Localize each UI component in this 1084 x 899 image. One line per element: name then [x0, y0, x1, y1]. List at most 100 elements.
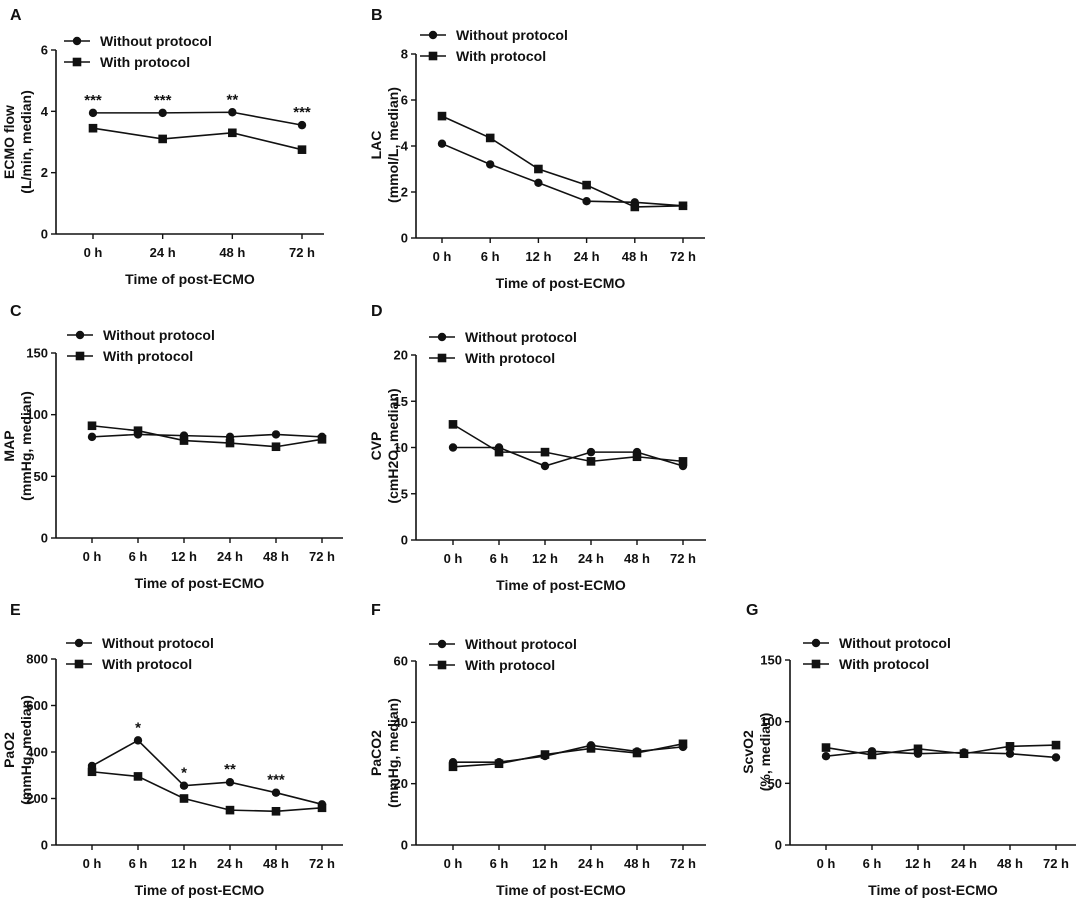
series-line-with-protocol — [441, 115, 684, 208]
x-axis-title: Time of post-ECMO — [125, 271, 255, 287]
y-tick-label: 150 — [26, 346, 48, 361]
y-tick-label: 0 — [41, 227, 48, 242]
data-point-with-protocol — [540, 447, 550, 457]
x-axis-title: Time of post-ECMO — [496, 577, 626, 593]
y-axis-title: PaO2 — [1, 732, 17, 768]
legend: Without protocol With protocol — [66, 635, 214, 672]
x-tick-label: 24 h — [217, 549, 243, 564]
legend: Without protocol With protocol — [803, 635, 951, 672]
x-axis-title: Time of post-ECMO — [135, 882, 265, 898]
data-point-without-protocol — [179, 781, 189, 790]
data-point-with-protocol — [678, 201, 688, 211]
panel-e: E 0 200 400 600 800 0 h 6 h 12 h 24 h 48 h 72 h Time… — [1, 602, 343, 898]
data-point-without-protocol — [821, 752, 831, 761]
legend-label-with-protocol: With protocol — [465, 657, 555, 673]
y-axis-title: ScvO2 — [740, 730, 756, 774]
y-axis-title: ECMO flow — [1, 105, 17, 179]
legend-label-without-protocol: Without protocol — [456, 27, 568, 43]
series-line-without-protocol — [825, 750, 1057, 759]
data-point-without-protocol — [225, 778, 235, 787]
y-axis-title: CVP — [368, 432, 384, 461]
legend-marker-square — [437, 353, 447, 363]
data-point-without-protocol — [448, 443, 458, 452]
data-point-with-protocol — [678, 739, 688, 749]
series-line-without-protocol — [441, 142, 684, 207]
legend-label-without-protocol: Without protocol — [100, 33, 212, 49]
legend-marker-square — [75, 351, 85, 361]
significance-marker: * — [135, 719, 141, 736]
x-tick-label: 0 h — [444, 551, 463, 566]
data-point-with-protocol — [88, 123, 98, 133]
significance-marker: *** — [293, 104, 311, 121]
legend-label-without-protocol: Without protocol — [103, 327, 215, 343]
data-point-with-protocol — [228, 128, 237, 138]
y-tick-label: 5 — [401, 486, 408, 501]
significance-marker: *** — [154, 92, 172, 109]
x-tick-label: 0 h — [84, 245, 103, 260]
data-point-with-protocol — [225, 438, 235, 448]
x-tick-label: 72 h — [309, 549, 335, 564]
data-point-with-protocol — [87, 421, 97, 431]
series-line-without-protocol — [93, 111, 303, 126]
data-point-without-protocol — [534, 178, 543, 187]
x-tick-label: 72 h — [289, 245, 315, 260]
series-line-with-protocol — [452, 423, 684, 463]
y-tick-label: 0 — [41, 531, 48, 546]
y-tick-label: 100 — [760, 714, 782, 729]
x-tick-label: 6 h — [481, 249, 500, 264]
legend-label-without-protocol: Without protocol — [839, 635, 951, 651]
x-tick-label: 24 h — [217, 856, 243, 871]
legend-marker-square — [72, 57, 82, 67]
y-tick-label: 0 — [401, 533, 408, 548]
data-point-with-protocol — [448, 762, 458, 772]
data-point-without-protocol — [1005, 749, 1015, 758]
data-point-with-protocol — [133, 426, 143, 435]
series-line-with-protocol — [92, 127, 303, 151]
legend-label-with-protocol: With protocol — [100, 54, 190, 70]
y-tick-label: 0 — [775, 838, 782, 853]
data-point-with-protocol — [448, 420, 458, 429]
data-point-with-protocol — [586, 457, 596, 466]
y-tick-label: 2 — [41, 165, 48, 180]
data-point-with-protocol — [87, 767, 97, 777]
x-tick-label: 72 h — [670, 856, 696, 871]
x-tick-label: 0 h — [817, 856, 836, 871]
series-line-with-protocol — [91, 424, 323, 448]
y-tick-label: 60 — [394, 654, 408, 669]
y-tick-label: 100 — [26, 407, 48, 422]
x-axis-title: Time of post-ECMO — [496, 882, 626, 898]
x-tick-label: 0 h — [433, 249, 452, 264]
y-tick-label: 6 — [401, 93, 408, 108]
y-tick-label: 10 — [394, 440, 408, 455]
legend: Without protocol With protocol — [429, 329, 577, 366]
legend: Without protocol With protocol — [420, 27, 568, 64]
data-point-with-protocol — [1005, 742, 1015, 751]
x-tick-label: 72 h — [670, 551, 696, 566]
panel-letter: G — [746, 602, 758, 619]
data-point-with-protocol — [632, 748, 642, 758]
x-tick-label: 6 h — [129, 856, 148, 871]
panel-letter: D — [371, 303, 383, 320]
legend-marker-circle — [437, 332, 447, 342]
series-line-without-protocol — [91, 433, 323, 438]
x-tick-label: 72 h — [670, 249, 696, 264]
legend: Without protocol With protocol — [429, 636, 577, 673]
x-tick-label: 12 h — [532, 551, 558, 566]
y-tick-label: 20 — [394, 348, 408, 363]
y-axis-title-units: (mmHg, median) — [18, 391, 34, 501]
x-tick-label: 12 h — [532, 856, 558, 871]
significance-marker: ** — [224, 761, 236, 778]
x-axis-title: Time of post-ECMO — [496, 275, 626, 291]
x-tick-label: 6 h — [129, 549, 148, 564]
y-tick-label: 400 — [26, 745, 48, 760]
legend-marker-square — [437, 660, 447, 670]
data-point-with-protocol — [867, 750, 877, 760]
data-point-with-protocol — [133, 772, 143, 781]
legend: Without protocol With protocol — [64, 33, 212, 70]
significance-marker: *** — [267, 772, 285, 789]
y-tick-label: 150 — [760, 653, 782, 668]
data-point-with-protocol — [959, 749, 969, 759]
data-point-with-protocol — [582, 180, 591, 190]
data-point-without-protocol — [540, 461, 550, 471]
legend-label-without-protocol: Without protocol — [465, 329, 577, 345]
